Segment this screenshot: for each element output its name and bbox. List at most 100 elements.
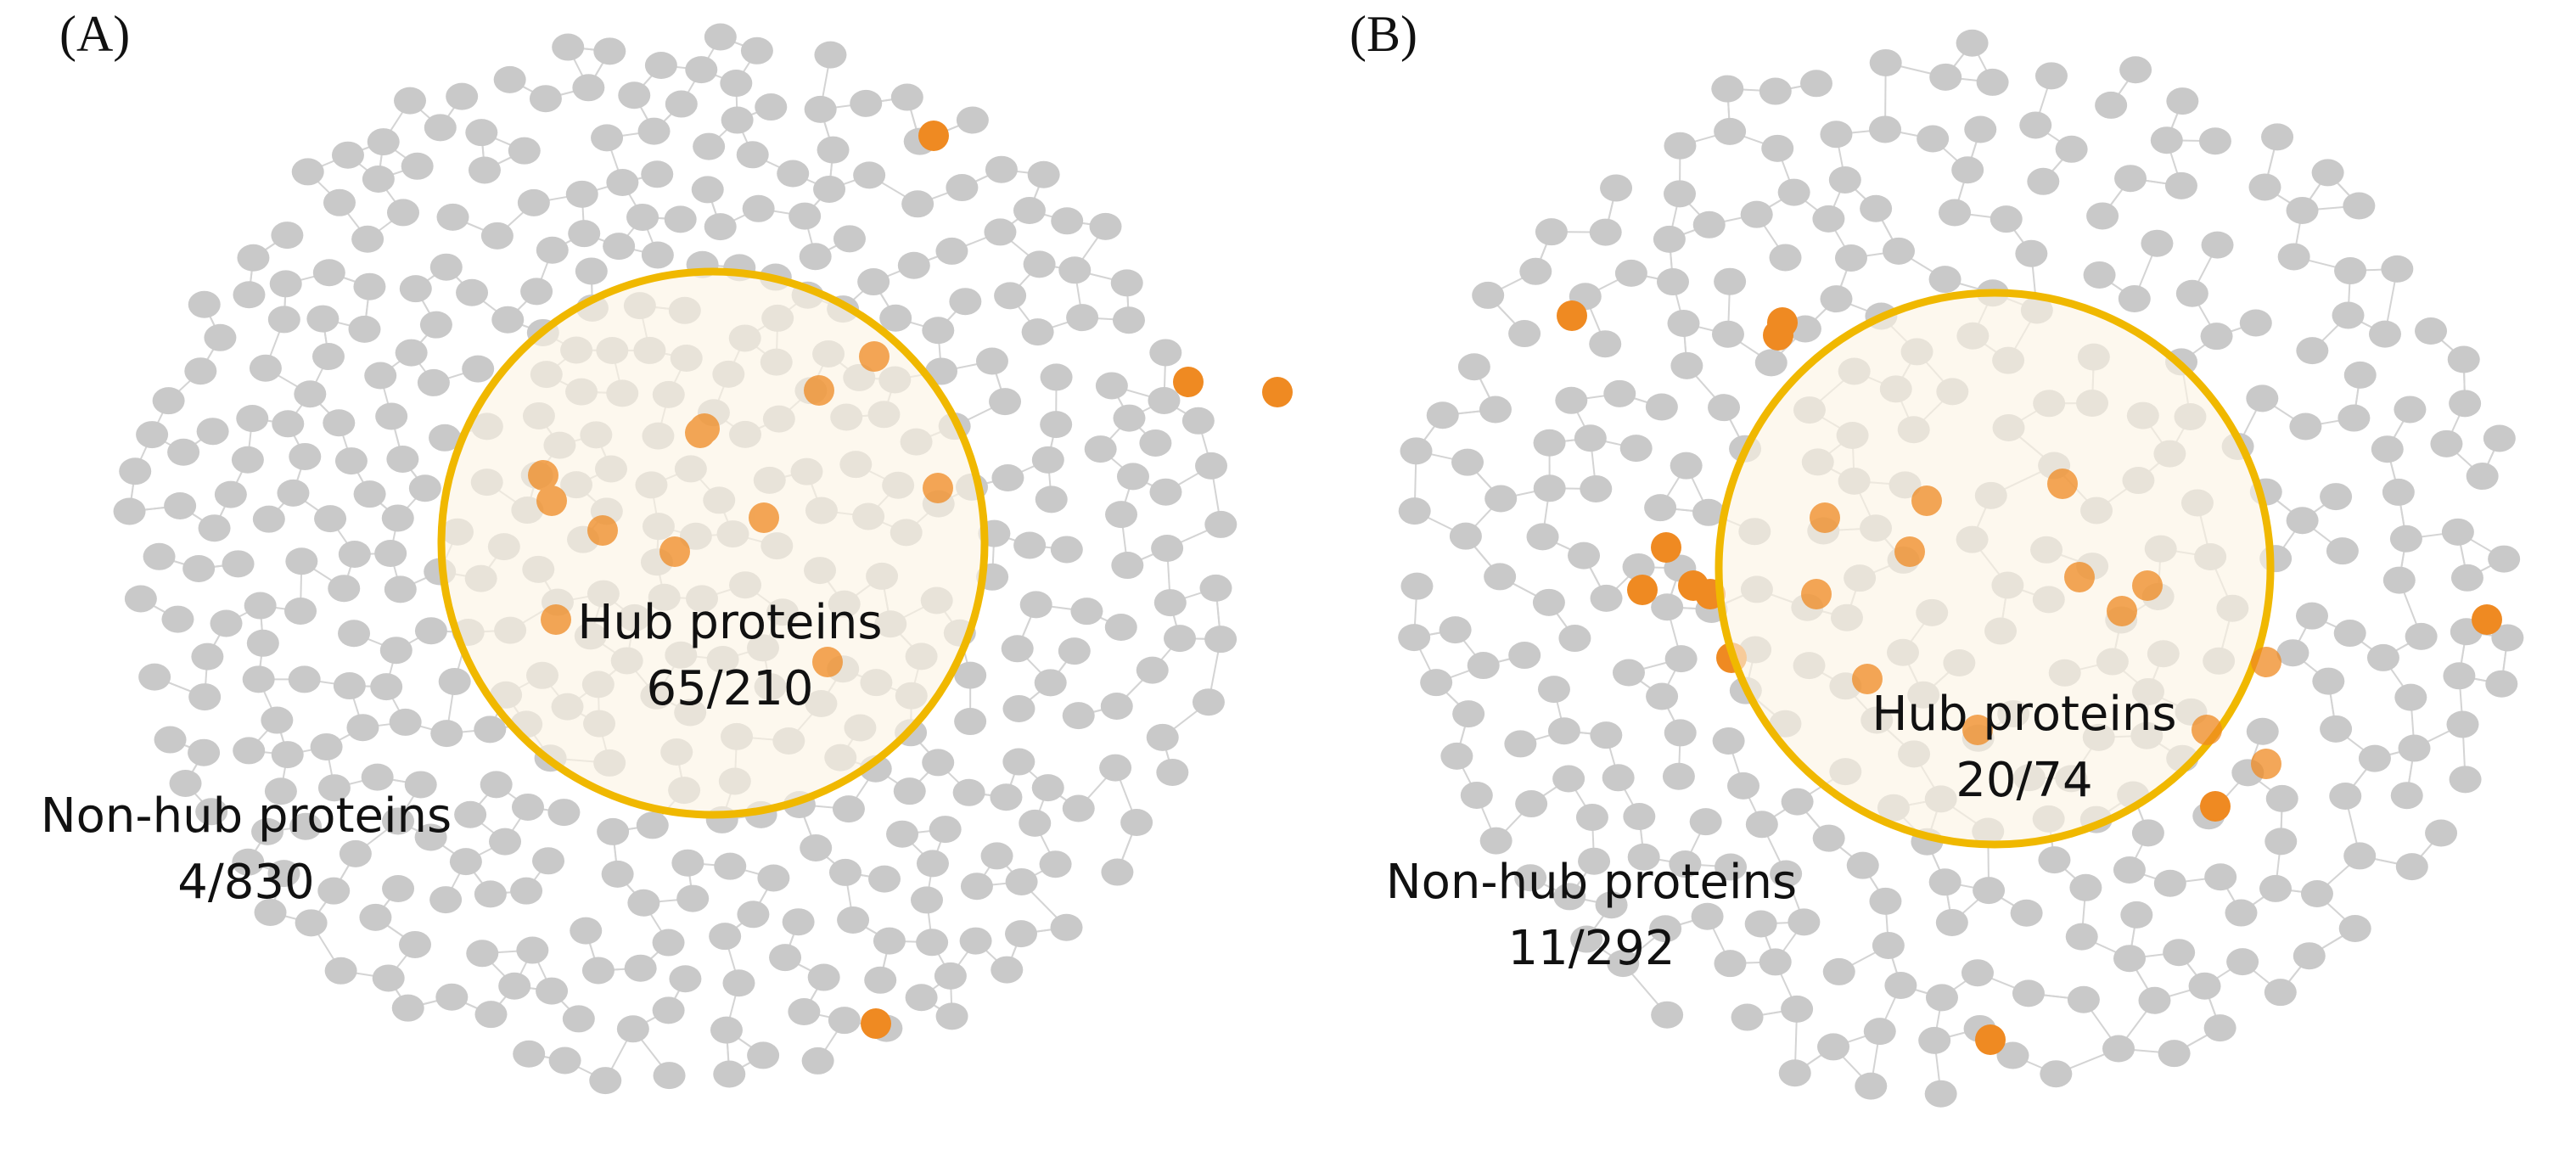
nonhub-protein-node [188, 290, 221, 318]
hit-protein-node [812, 647, 843, 677]
nonhub-protein-node [214, 480, 247, 508]
nonhub-protein-node [1514, 864, 1547, 892]
nonhub-protein-node [1400, 572, 1434, 600]
nonhub-protein-node [1822, 957, 1855, 985]
nonhub-protein-node [246, 629, 279, 657]
nonhub-protein-node [641, 241, 674, 269]
nonhub-protein-node [391, 994, 424, 1022]
nonhub-protein-node [2131, 819, 2164, 847]
nonhub-protein-node [1426, 401, 1459, 429]
hit-protein-node [1651, 532, 1681, 563]
nonhub-protein-node [1612, 659, 1645, 687]
nonhub-protein-node [601, 860, 634, 888]
nonhub-protein-node [1001, 635, 1034, 663]
nonhub-protein-node [2027, 167, 2060, 195]
nonhub-protein-node [417, 368, 450, 396]
nonhub-protein-node [348, 315, 381, 343]
nonhub-protein-node [591, 124, 624, 152]
nonhub-protein-node [1589, 330, 1622, 358]
nonhub-protein-node [1869, 115, 1902, 143]
nonhub-protein-node [1855, 1072, 1888, 1100]
nonhub-protein-node [323, 409, 356, 437]
nonhub-protein-node [597, 817, 630, 845]
nonhub-protein-node [233, 281, 266, 309]
nonhub-protein-node [1727, 772, 1760, 800]
nonhub-protein-node [2065, 923, 2098, 951]
nonhub-protein-node [474, 715, 507, 744]
nonhub-protein-node [1116, 463, 1149, 491]
nonhub-protein-node [1005, 867, 1038, 895]
nonhub-protein-node [438, 667, 471, 695]
nonhub-protein-node [119, 457, 152, 485]
nonhub-protein-node [289, 442, 322, 470]
nonhub-protein-node [374, 540, 407, 568]
nonhub-protein-node [2019, 111, 2052, 139]
nonhub-protein-node [353, 480, 386, 508]
nonhub-protein-node [267, 306, 300, 334]
hit-protein-node [2132, 570, 2163, 601]
nonhub-protein-node [244, 592, 277, 620]
nonhub-protein-node [890, 83, 923, 111]
nonhub-protein-node [934, 962, 967, 990]
nonhub-protein-node [370, 673, 403, 701]
nonhub-protein-node [1787, 908, 1821, 936]
nonhub-protein-node [1770, 860, 1803, 888]
nonhub-protein-node [2141, 229, 2174, 257]
nonhub-protein-node [1066, 304, 1099, 332]
nonhub-protein-node [954, 708, 987, 736]
nonhub-protein-node [2265, 828, 2298, 856]
nonhub-protein-node [372, 964, 405, 992]
nonhub-protein-node [935, 237, 968, 265]
nonhub-protein-node [2311, 159, 2344, 187]
nonhub-protein-node [367, 128, 400, 156]
nonhub-protein-node [980, 842, 1013, 870]
nonhub-protein-node [1019, 591, 1052, 619]
hit-protein-node [528, 460, 558, 491]
nonhub-protein-node [1918, 1026, 1951, 1054]
nonhub-protein-node [1928, 266, 1961, 294]
nonhub-protein-node [1479, 396, 1512, 424]
nonhub-protein-node [394, 87, 427, 115]
nonhub-protein-node [1532, 588, 1565, 616]
nonhub-protein-node [1104, 614, 1137, 642]
nonhub-protein-node [817, 136, 850, 164]
nonhub-protein-node [1040, 411, 1073, 439]
nonhub-protein-node [713, 1060, 746, 1088]
nonhub-protein-node [893, 777, 926, 805]
nonhub-protein-node [232, 848, 265, 876]
nonhub-protein-node [1199, 574, 1232, 602]
nonhub-protein-node [1504, 730, 1537, 758]
nonhub-protein-node [2198, 127, 2231, 155]
nonhub-protein-node [333, 672, 366, 700]
nonhub-protein-node [1759, 948, 1792, 976]
nonhub-protein-node [568, 220, 601, 248]
nonhub-protein-node [1484, 563, 1517, 591]
nonhub-protein-node [589, 1067, 622, 1095]
panel-b: (B) Hub proteins 20/74 Non-hub proteins … [1350, 6, 2524, 1108]
nonhub-protein-node [2163, 939, 2196, 967]
nonhub-protein-node [295, 909, 328, 937]
nonhub-protein-node [2382, 566, 2416, 594]
hit-protein-node [749, 502, 779, 533]
nonhub-protein-node [233, 737, 266, 765]
hit-protein-node [536, 485, 567, 516]
nonhub-protein-node [737, 901, 770, 929]
nonhub-protein-node [2395, 853, 2428, 881]
nonhub-protein-node [237, 244, 270, 272]
nonhub-protein-node [1644, 494, 1677, 522]
nonhub-protein-node [2055, 135, 2088, 163]
hit-protein-node [2472, 604, 2502, 635]
nonhub-protein-node [191, 643, 224, 671]
nonhub-protein-node [837, 906, 870, 934]
nonhub-protein-node [975, 347, 1008, 375]
nonhub-protein-node [1595, 891, 1628, 919]
nonhub-protein-node [991, 956, 1024, 984]
nonhub-protein-node [399, 275, 432, 303]
nonhub-protein-node [384, 575, 417, 603]
panel-b-hub-title: Hub proteins [1872, 687, 2176, 742]
nonhub-protein-node [833, 225, 866, 253]
nonhub-protein-node [359, 903, 392, 931]
nonhub-protein-node [2447, 345, 2480, 373]
nonhub-protein-node [804, 95, 837, 123]
nonhub-protein-node [2382, 478, 2415, 506]
